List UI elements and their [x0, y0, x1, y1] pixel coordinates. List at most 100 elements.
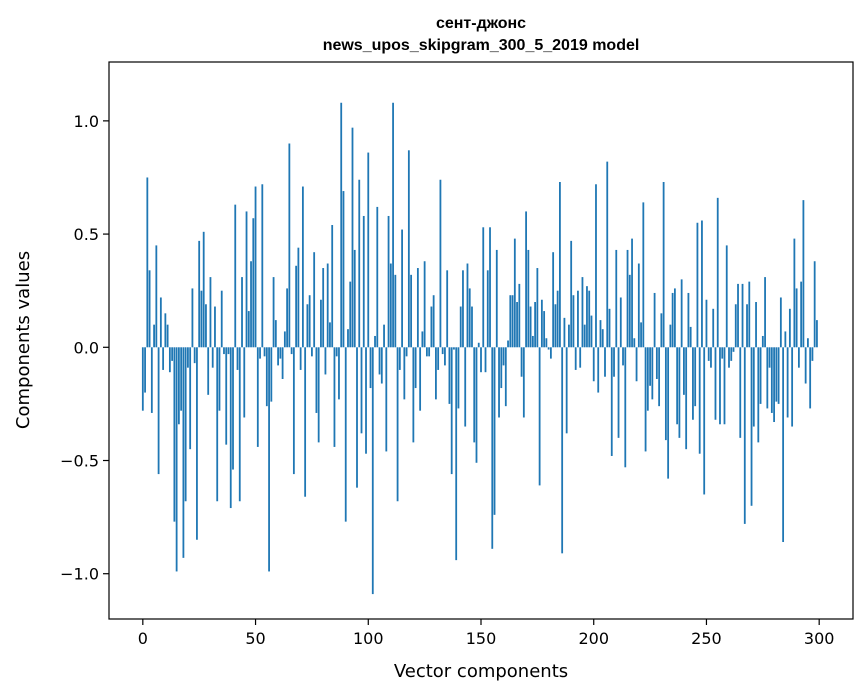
bar-37	[225, 347, 228, 445]
bar-167	[518, 283, 521, 348]
bar-213	[622, 347, 624, 366]
bar-247	[698, 347, 701, 454]
bar-111	[392, 102, 394, 348]
bar-153	[486, 270, 489, 348]
bar-179	[545, 338, 548, 348]
bar-299	[816, 320, 818, 348]
bar-53	[261, 184, 264, 348]
bar-212	[619, 297, 622, 348]
bar-172	[529, 306, 532, 348]
bar-49	[252, 218, 255, 348]
bar-269	[748, 281, 751, 348]
bar-129	[432, 295, 435, 348]
bar-40	[232, 347, 234, 470]
bar-55	[265, 347, 268, 407]
bar-283	[779, 297, 782, 348]
bar-133	[441, 347, 444, 355]
bar-81	[324, 347, 327, 375]
bar-277	[766, 347, 769, 409]
bar-99	[365, 347, 367, 454]
bar-255	[716, 197, 719, 348]
bar-22	[191, 288, 194, 348]
bar-232	[664, 347, 667, 441]
bar-17	[180, 347, 183, 411]
bar-84	[331, 225, 334, 348]
bar-284	[782, 347, 785, 543]
bar-127	[428, 347, 431, 357]
bar-248	[701, 220, 703, 348]
bar-192	[574, 347, 577, 370]
y-tick-label: 0.5	[74, 225, 99, 244]
bar-220	[637, 263, 640, 348]
bar-116	[403, 347, 406, 400]
bar-293	[802, 200, 805, 348]
bar-270	[750, 347, 753, 506]
bar-75	[311, 347, 313, 357]
bar-163	[509, 295, 512, 348]
bar-87	[338, 347, 340, 400]
bar-46	[245, 211, 248, 348]
bar-245	[694, 347, 697, 407]
bar-8	[159, 297, 162, 348]
bar-260	[728, 347, 730, 368]
bar-162	[507, 340, 509, 348]
bar-292	[800, 281, 803, 348]
bar-238	[678, 347, 681, 438]
bar-150	[480, 347, 482, 373]
bar-20	[187, 347, 189, 368]
bar-274	[759, 347, 762, 404]
bar-165	[513, 238, 516, 348]
bar-147	[473, 347, 476, 443]
bar-143	[464, 347, 467, 427]
bar-74	[308, 295, 311, 348]
chart-title: сент-джонс	[436, 15, 526, 32]
bar-115	[401, 229, 403, 348]
bar-227	[653, 292, 656, 348]
bar-117	[405, 347, 408, 357]
bar-158	[498, 347, 500, 418]
bar-43	[238, 347, 241, 502]
bar-250	[705, 299, 708, 348]
bar-171	[527, 249, 530, 348]
bar-237	[676, 347, 679, 425]
y-tick-label: 1.0	[74, 112, 99, 131]
x-tick-label: 150	[466, 629, 497, 648]
bar-267	[743, 347, 746, 524]
bar-151	[482, 227, 485, 348]
bar-30	[209, 277, 212, 348]
bar-148	[475, 347, 478, 463]
bar-225	[649, 347, 651, 386]
bar-211	[617, 347, 620, 438]
bar-257	[721, 347, 724, 359]
bar-19	[184, 347, 187, 502]
bar-13	[171, 347, 174, 361]
bar-285	[784, 331, 787, 348]
bar-69	[297, 247, 300, 348]
plot-frame	[108, 61, 854, 620]
bar-135	[446, 270, 449, 348]
bar-109	[387, 215, 390, 348]
bar-202	[597, 347, 600, 393]
bar-112	[394, 274, 397, 348]
bar-256	[719, 347, 721, 425]
bar-156	[493, 347, 496, 515]
bar-134	[444, 347, 446, 366]
bar-23	[193, 347, 196, 364]
bar-54	[263, 347, 266, 357]
bar-146	[471, 306, 473, 348]
bar-38	[227, 347, 230, 355]
x-tick-label: 300	[804, 629, 835, 648]
bar-166	[516, 302, 518, 348]
bar-186	[561, 347, 564, 554]
bar-25	[198, 240, 201, 348]
bar-27	[202, 231, 205, 348]
x-axis-label: Vector components	[394, 661, 568, 682]
bar-91	[347, 329, 349, 348]
bar-231	[662, 182, 665, 348]
bar-121	[414, 347, 417, 389]
bar-15	[175, 347, 178, 572]
bar-262	[732, 347, 735, 352]
bar-122	[416, 268, 419, 348]
bar-239	[680, 279, 683, 348]
